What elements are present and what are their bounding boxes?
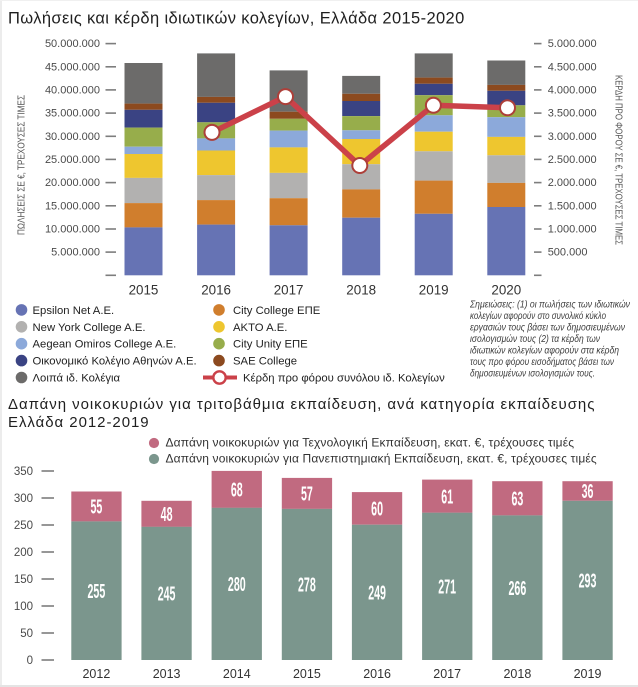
svg-text:Κέρδη προ φόρου συνόλου ιδ. Κο: Κέρδη προ φόρου συνόλου ιδ. Κολεγίων xyxy=(243,373,445,385)
svg-text:200: 200 xyxy=(14,547,33,559)
svg-text:300: 300 xyxy=(14,493,33,505)
svg-text:50.000.000: 50.000.000 xyxy=(45,38,100,50)
svg-text:68: 68 xyxy=(231,479,243,502)
svg-text:57: 57 xyxy=(301,483,313,506)
svg-text:278: 278 xyxy=(298,574,316,597)
svg-text:45.000.000: 45.000.000 xyxy=(45,61,100,73)
svg-text:2019: 2019 xyxy=(419,283,449,298)
svg-text:20.000.000: 20.000.000 xyxy=(45,177,100,189)
svg-text:4.500.000: 4.500.000 xyxy=(548,61,597,73)
svg-text:30.000.000: 30.000.000 xyxy=(45,131,100,143)
svg-text:100: 100 xyxy=(14,601,33,613)
svg-text:3.500.000: 3.500.000 xyxy=(548,108,597,120)
svg-text:255: 255 xyxy=(88,580,106,603)
svg-text:10.000.000: 10.000.000 xyxy=(45,224,100,236)
svg-text:2018: 2018 xyxy=(346,283,376,298)
svg-text:245: 245 xyxy=(158,583,176,606)
svg-text:Aegean Omiros College A.E.: Aegean Omiros College A.E. xyxy=(33,339,177,351)
svg-text:63: 63 xyxy=(511,488,523,511)
svg-text:293: 293 xyxy=(579,570,597,593)
svg-text:ΠΩΛΗΣΕΙΣ ΣΕ €, ΤΡΕΧΟΥΣΕΣ ΤΙΜΕΣ: ΠΩΛΗΣΕΙΣ ΣΕ €, ΤΡΕΧΟΥΣΕΣ ΤΙΜΕΣ xyxy=(16,95,27,235)
svg-text:5.000.000: 5.000.000 xyxy=(51,247,100,259)
svg-text:Epsilon Net A.E.: Epsilon Net A.E. xyxy=(33,305,115,317)
svg-text:1.500.000: 1.500.000 xyxy=(548,200,597,212)
svg-text:61: 61 xyxy=(441,486,453,509)
svg-text:κολεγίων αφορούν στο συνολικό: κολεγίων αφορούν στο συνολικό κύκλο xyxy=(470,310,606,322)
svg-text:SAE College: SAE College xyxy=(233,356,297,368)
svg-text:50: 50 xyxy=(20,628,33,640)
svg-text:2019: 2019 xyxy=(574,667,602,681)
svg-text:0: 0 xyxy=(27,655,33,667)
svg-text:4.000.000: 4.000.000 xyxy=(548,84,597,96)
svg-text:Οικονομικό Κολέγιο Αθηνών Α.Ε.: Οικονομικό Κολέγιο Αθηνών Α.Ε. xyxy=(33,356,197,368)
svg-text:500.000: 500.000 xyxy=(548,247,588,259)
svg-text:350: 350 xyxy=(14,466,33,478)
svg-text:2018: 2018 xyxy=(503,667,531,681)
svg-text:City College ΕΠΕ: City College ΕΠΕ xyxy=(233,305,321,317)
svg-text:Δαπάνη νοικοκυριών για Πανεπισ: Δαπάνη νοικοκυριών για Πανεπιστημιακή Εκ… xyxy=(166,452,597,466)
svg-text:3.000.000: 3.000.000 xyxy=(548,131,597,143)
svg-text:36: 36 xyxy=(582,481,594,504)
svg-text:ιδιωτικών κολεγίων αφορούν στα: ιδιωτικών κολεγίων αφορούν στα κέρδη xyxy=(470,345,619,357)
svg-text:Σημειώσεις: (1) οι πωλήσεις τω: Σημειώσεις: (1) οι πωλήσεις των ιδιωτικώ… xyxy=(469,299,630,311)
svg-text:Δαπάνη νοικοκυριών για Τεχνολο: Δαπάνη νοικοκυριών για Τεχνολογική Εκπαί… xyxy=(166,436,575,450)
svg-text:271: 271 xyxy=(438,576,456,599)
svg-text:New York College A.E.: New York College A.E. xyxy=(33,322,146,334)
svg-text:15.000.000: 15.000.000 xyxy=(45,200,100,212)
svg-text:40.000.000: 40.000.000 xyxy=(45,84,100,96)
svg-text:2016: 2016 xyxy=(363,667,391,681)
svg-text:Πωλήσεις και κέρδη ιδιωτικών κ: Πωλήσεις και κέρδη ιδιωτικών κολεγίων, Ε… xyxy=(8,10,465,28)
svg-text:2.500.000: 2.500.000 xyxy=(548,154,597,166)
svg-text:2012: 2012 xyxy=(82,667,110,681)
svg-text:City Unity ΕΠΕ: City Unity ΕΠΕ xyxy=(233,339,308,351)
svg-text:5.000.000: 5.000.000 xyxy=(548,38,597,50)
svg-text:2.000.000: 2.000.000 xyxy=(548,177,597,189)
svg-text:2017: 2017 xyxy=(433,667,461,681)
svg-text:Λοιπά ιδ. Κολέγια: Λοιπά ιδ. Κολέγια xyxy=(33,373,121,385)
svg-text:Δαπάνη νοικοκυριών για τριτοβά: Δαπάνη νοικοκυριών για τριτοβάθμια εκπαί… xyxy=(8,396,595,413)
svg-text:25.000.000: 25.000.000 xyxy=(45,154,100,166)
svg-text:250: 250 xyxy=(14,520,33,532)
svg-text:2017: 2017 xyxy=(274,283,304,298)
svg-text:2016: 2016 xyxy=(201,283,231,298)
svg-text:2015: 2015 xyxy=(129,283,159,298)
svg-text:266: 266 xyxy=(509,577,527,600)
svg-text:ΚΕΡΔΗ ΠΡΟ ΦΟΡΟΥ ΣΕ €, ΤΡΕΧΟΥΣΕ: ΚΕΡΔΗ ΠΡΟ ΦΟΡΟΥ ΣΕ €, ΤΡΕΧΟΥΣΕΣ ΤΙΜΕΣ xyxy=(612,75,623,245)
svg-text:55: 55 xyxy=(90,496,102,519)
svg-text:48: 48 xyxy=(161,503,173,526)
svg-text:τους προ φόρου εισοδήματος βάσ: τους προ φόρου εισοδήματος βάσει των xyxy=(470,356,614,368)
svg-text:150: 150 xyxy=(14,574,33,586)
svg-text:2014: 2014 xyxy=(223,667,251,681)
svg-text:ισολογισμών τους (2) τα κέρδη: ισολογισμών τους (2) τα κέρδη των xyxy=(470,333,600,345)
svg-text:2013: 2013 xyxy=(153,667,181,681)
svg-text:60: 60 xyxy=(371,498,383,521)
svg-text:δημοσιευμένων ισολογισμών τους: δημοσιευμένων ισολογισμών τους. xyxy=(470,368,595,380)
svg-text:ΑΚΤΟ Α.Ε.: ΑΚΤΟ Α.Ε. xyxy=(233,322,287,334)
svg-text:εργασιών τους βάσει των δημοσι: εργασιών τους βάσει των δημοσιευμένων xyxy=(470,322,625,334)
svg-text:249: 249 xyxy=(368,582,386,605)
svg-text:Ελλάδα 2012-2019: Ελλάδα 2012-2019 xyxy=(8,414,150,431)
svg-text:1.000.000: 1.000.000 xyxy=(548,224,597,236)
svg-text:2015: 2015 xyxy=(293,667,321,681)
svg-text:35.000.000: 35.000.000 xyxy=(45,108,100,120)
svg-text:280: 280 xyxy=(228,574,246,597)
svg-text:2020: 2020 xyxy=(491,283,521,298)
